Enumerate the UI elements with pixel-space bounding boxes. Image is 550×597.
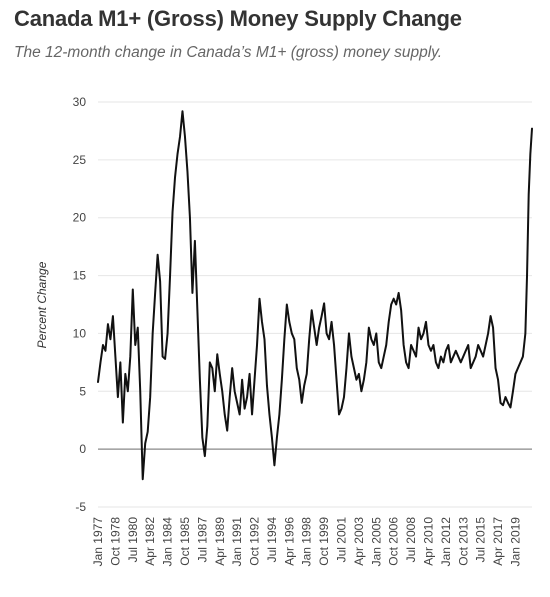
y-tick-label: 30 [73, 95, 87, 109]
x-tick-label: Jan 1977 [91, 517, 105, 567]
x-tick-label: Jul 1994 [265, 517, 279, 563]
x-tick-label: Oct 1992 [248, 517, 262, 566]
x-tick-label: Jan 2019 [508, 517, 522, 567]
x-tick-label: Oct 1978 [108, 517, 122, 566]
x-tick-labels: Jan 1977 Oct 1978 Jul 1980 Apr 1982 Jan 1984… [91, 517, 522, 567]
x-tick-label: Jan 1998 [300, 517, 314, 567]
chart-title: Canada M1+ (Gross) Money Supply Change [14, 6, 462, 31]
x-tick-label: Apr 1996 [282, 517, 296, 566]
x-tick-label: Jan 1984 [161, 517, 175, 567]
y-tick-label: 25 [73, 153, 87, 167]
y-tick-label: 15 [73, 269, 87, 283]
x-tick-label: Apr 2003 [352, 517, 366, 566]
x-tick-label: Oct 2013 [456, 517, 470, 566]
x-tick-label: Apr 2010 [422, 517, 436, 566]
x-tick-label: Jan 2005 [369, 517, 383, 567]
x-tick-label: Jul 2001 [335, 517, 349, 563]
y-tick-label: 5 [79, 384, 86, 398]
x-tick-label: Jul 1987 [195, 517, 209, 563]
x-tick-label: Oct 1999 [317, 517, 331, 566]
y-tick-label: 0 [79, 442, 86, 456]
x-tick-label: Apr 1989 [213, 517, 227, 566]
x-tick-label: Jul 1980 [126, 517, 140, 563]
y-axis-title: Percent Change [35, 261, 49, 348]
x-tick-label: Jan 1991 [230, 517, 244, 567]
series-layer [97, 110, 533, 481]
x-tick-label: Jul 2008 [404, 517, 418, 563]
x-tick-label: Jan 2012 [439, 517, 453, 567]
series-line [97, 110, 533, 481]
y-tick-label: 20 [73, 211, 87, 225]
x-tick-label: Oct 2006 [387, 517, 401, 566]
y-tick-labels: 30 25 20 15 10 5 0 -5 [73, 95, 87, 514]
x-tick-label: Jul 2015 [474, 517, 488, 563]
x-tick-label: Apr 2017 [491, 517, 505, 566]
chart-subtitle: The 12-month change in Canada’s M1+ (gro… [14, 44, 443, 61]
x-tick-label: Oct 1985 [178, 517, 192, 566]
y-tick-label: 10 [73, 326, 87, 340]
y-tick-label: -5 [75, 500, 86, 514]
x-tick-label: Apr 1982 [143, 517, 157, 566]
y-gridlines [98, 101, 532, 508]
